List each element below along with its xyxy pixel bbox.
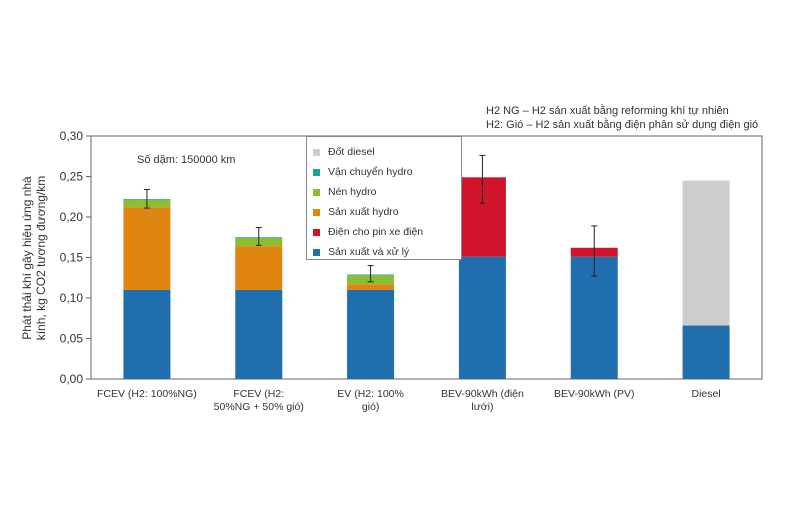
bar-segment [123,207,171,290]
y-axis-label: Phát thải khí gây hiệu ứng nhà kính, kg … [20,138,58,378]
legend-swatch [313,148,320,156]
x-tick-label: FCEV (H2: 50%NG + 50% gió) [214,388,304,413]
legend-swatch [313,248,320,256]
x-tick-label-line: EV (H2: 100% [337,388,404,400]
bar-segment [347,289,395,379]
legend-swatch [313,228,320,236]
bar-segment [235,246,283,290]
y-tick-label: 0,25 [60,170,84,184]
x-tick-label: EV (H2: 100% gió) [337,388,404,413]
legend-item-dot-diesel: Đốt diesel [313,142,455,162]
x-tick-label-line: gió) [362,401,380,413]
legend-label: Nén hydro [328,186,377,198]
legend-label: Vận chuyển hydro [328,166,413,178]
legend-label: Điện cho pin xe điện [328,226,424,238]
x-tick-label: BEV-90kWh (điện lưới) [441,388,524,413]
legend-item-san-xuat-va-xu-ly: Sản xuất và xử lý [313,242,455,262]
note-h2-gio: H2: Gió – H2 sản xuất bằng điện phân sử … [486,119,759,131]
bar-segment [123,289,171,379]
x-tick-label-line: Diesel [691,388,720,400]
x-tick-label: Diesel [691,388,720,400]
bar-segment [570,256,618,379]
y-tick-label: 0,20 [60,210,84,224]
y-tick-label: 0,10 [60,291,84,305]
x-tick-label-line: FCEV (H2: [233,388,284,400]
x-tick-label-line: BEV-90kWh (điện [441,388,524,400]
x-tick-label: FCEV (H2: 100%NG) [97,388,197,400]
x-tick-label-line: BEV-90kWh (PV) [554,388,635,400]
bar-segment [347,284,395,290]
y-tick-label: 0,05 [60,332,84,346]
x-tick-label-line: FCEV (H2: 100%NG) [97,388,197,400]
bar-segment [458,256,506,379]
legend-label: Sản xuất hydro [328,206,399,218]
x-tick-label: BEV-90kWh (PV) [554,388,635,400]
bar-segment [682,325,730,379]
legend-item-san-xuat-hydro: Sản xuất hydro [313,202,455,222]
chart-legend: Đốt diesel Vận chuyển hydro Nén hydro Sả… [306,136,462,260]
legend-label: Đốt diesel [328,146,375,158]
legend-swatch [313,188,320,196]
note-h2-ng: H2 NG – H2 sản xuất bằng reforming khí t… [486,105,729,117]
bar-segment [682,180,730,326]
y-axis-label-line-1: Phát thải khí gây hiệu ứng nhà [20,176,34,340]
y-tick-label: 0,30 [60,129,84,143]
legend-swatch [313,168,320,176]
legend-swatch [313,208,320,216]
x-tick-label-line: 50%NG + 50% gió) [214,401,304,413]
bar-segment [235,289,283,379]
legend-item-nen-hydro: Nén hydro [313,182,455,202]
legend-label: Sản xuất và xử lý [328,246,410,258]
legend-item-van-chuyen-hydro: Vận chuyển hydro [313,162,455,182]
y-tick-label: 0,00 [60,372,84,386]
y-tick-label: 0,15 [60,251,84,265]
x-tick-label-line: lưới) [471,401,493,413]
mileage-annotation: Số dặm: 150000 km [137,154,235,166]
y-axis-label-line-2: kính, kg CO2 tương đương/km [34,175,48,341]
legend-item-dien-cho-pin: Điện cho pin xe điện [313,222,455,242]
